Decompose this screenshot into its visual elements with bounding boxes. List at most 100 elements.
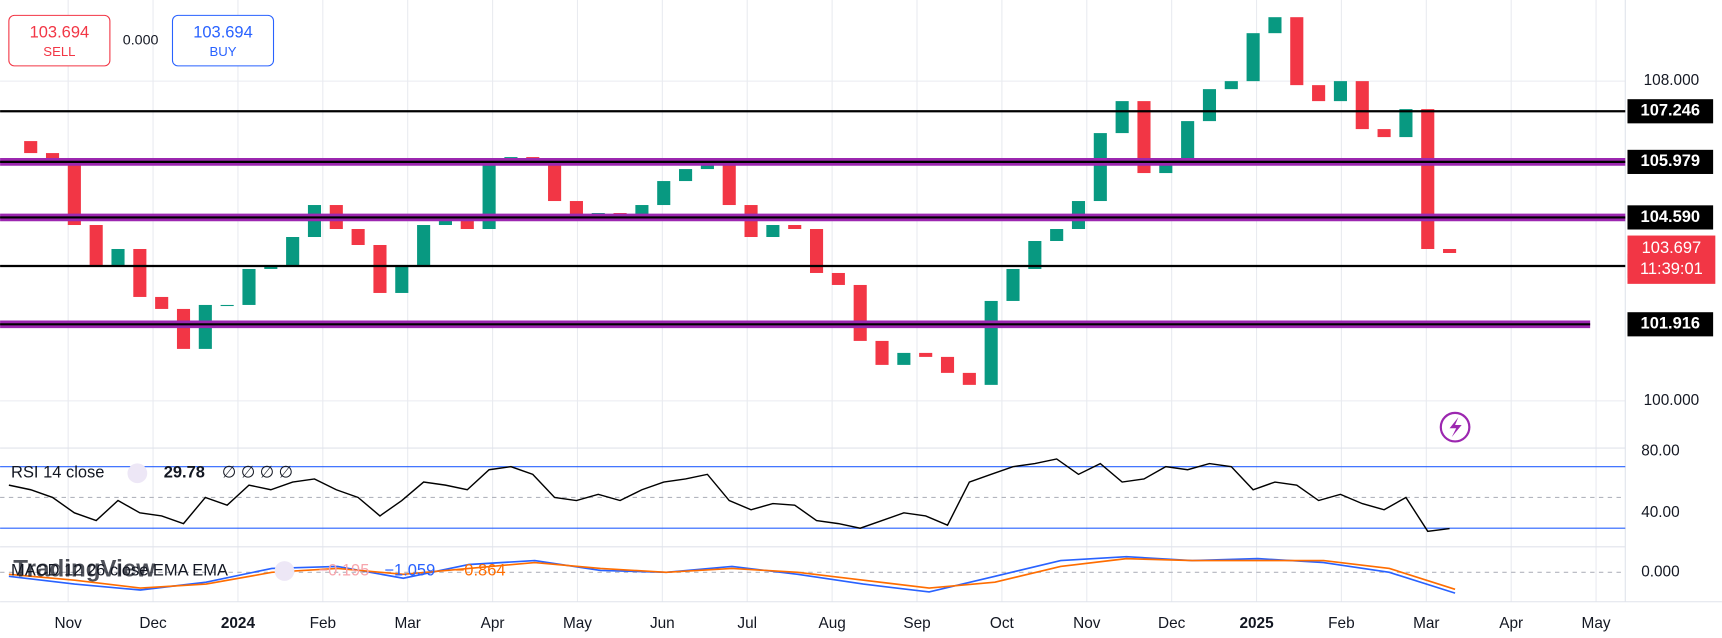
candle bbox=[1028, 240, 1042, 269]
level-label-box bbox=[1627, 99, 1714, 124]
candle bbox=[133, 248, 147, 297]
macd-tick-label: 0.000 bbox=[1641, 563, 1679, 580]
rsi-tick-label: 80.00 bbox=[1641, 442, 1679, 459]
time-label: Nov bbox=[1073, 615, 1101, 632]
candle bbox=[548, 161, 562, 202]
candle bbox=[111, 248, 125, 265]
time-label: Feb bbox=[310, 615, 336, 632]
candle bbox=[1115, 101, 1129, 134]
time-label: Jul bbox=[737, 615, 757, 632]
candle bbox=[417, 225, 431, 265]
buy-button[interactable] bbox=[171, 14, 275, 67]
macd-hist-value: −0.195 bbox=[319, 561, 370, 579]
grid bbox=[0, 0, 1626, 602]
candle bbox=[242, 268, 256, 305]
candle bbox=[1181, 121, 1195, 162]
level-label-box bbox=[1627, 149, 1714, 174]
rsi-settings[interactable] bbox=[127, 463, 148, 484]
buy-label: BUY bbox=[209, 44, 236, 59]
candle bbox=[482, 161, 496, 230]
time-label: Aug bbox=[818, 615, 845, 632]
time-label: May bbox=[1582, 615, 1611, 632]
candle bbox=[853, 284, 867, 341]
candle bbox=[155, 296, 169, 309]
candle bbox=[962, 372, 976, 385]
candle bbox=[1333, 81, 1347, 102]
candle bbox=[809, 229, 824, 273]
macd-signal-value: −0.864 bbox=[455, 561, 506, 579]
candle bbox=[220, 304, 234, 307]
candle bbox=[89, 225, 103, 265]
candle bbox=[831, 272, 845, 285]
time-label: Apr bbox=[481, 615, 505, 632]
candle bbox=[1355, 81, 1369, 130]
candle bbox=[1006, 268, 1020, 301]
candle bbox=[788, 225, 802, 230]
rsi-value: 29.78 bbox=[164, 464, 205, 482]
candle bbox=[722, 165, 736, 206]
candle bbox=[1050, 229, 1064, 241]
level-label: 107.246 bbox=[1641, 102, 1701, 120]
candle bbox=[1399, 109, 1413, 138]
candle bbox=[1202, 89, 1217, 122]
time-label: Feb bbox=[1328, 615, 1354, 632]
rsi-line bbox=[8, 458, 1450, 533]
candle bbox=[460, 221, 474, 230]
candle bbox=[1159, 161, 1173, 174]
candle bbox=[373, 244, 387, 293]
time-label: Dec bbox=[1158, 615, 1186, 632]
price-tick-label: 100.000 bbox=[1644, 392, 1700, 409]
time-label: Dec bbox=[139, 615, 167, 632]
last-price-box bbox=[1627, 235, 1716, 284]
candle bbox=[395, 264, 409, 293]
lightning-icon bbox=[1449, 417, 1462, 438]
candle bbox=[657, 181, 671, 206]
candle bbox=[635, 205, 649, 218]
countdown: 11:39:01 bbox=[1640, 260, 1703, 278]
level-label: 104.590 bbox=[1641, 208, 1701, 226]
time-label: Mar bbox=[1413, 615, 1439, 632]
candle bbox=[1377, 129, 1391, 138]
time-label: 2025 bbox=[1239, 615, 1274, 632]
watermark: TradingView bbox=[13, 555, 155, 582]
candle bbox=[24, 141, 38, 154]
marks: Nov Dec 2024 Feb Mar Apr May Jun Jul Aug Sep Oct Nov… bbox=[0, 17, 1716, 632]
candle bbox=[1268, 17, 1282, 34]
time-label: Oct bbox=[990, 615, 1015, 632]
candle bbox=[351, 229, 365, 245]
candle bbox=[897, 352, 911, 365]
candle bbox=[700, 165, 714, 170]
last-price: 103.697 bbox=[1642, 239, 1702, 257]
candle bbox=[1224, 81, 1238, 90]
macd-settings[interactable] bbox=[274, 561, 295, 581]
candle bbox=[766, 225, 780, 238]
candle bbox=[1246, 33, 1260, 82]
rsi-extra: ∅ ∅ ∅ ∅ bbox=[222, 464, 293, 482]
sell-price: 103.694 bbox=[30, 23, 90, 41]
level-label: 105.979 bbox=[1641, 152, 1701, 170]
time-label: Jun bbox=[650, 615, 675, 632]
level-label-box bbox=[1627, 205, 1714, 230]
time-label: Nov bbox=[55, 615, 83, 632]
level-label-box bbox=[1627, 312, 1714, 337]
candle bbox=[984, 300, 998, 385]
candle bbox=[1093, 133, 1107, 202]
macd-signal-line bbox=[8, 557, 1456, 591]
price-tick-label: 108.000 bbox=[1644, 72, 1700, 89]
sell-button[interactable] bbox=[8, 14, 111, 67]
candle bbox=[176, 308, 191, 349]
candle bbox=[940, 356, 955, 373]
rsi-title: RSI 14 close bbox=[11, 464, 104, 482]
candle bbox=[1312, 85, 1326, 102]
candle bbox=[875, 340, 889, 365]
time-label: 2024 bbox=[221, 615, 256, 632]
time-label: May bbox=[563, 615, 592, 632]
time-label: Mar bbox=[394, 615, 420, 632]
candle bbox=[286, 237, 300, 265]
buy-price: 103.694 bbox=[193, 23, 253, 41]
macd-value: −1.059 bbox=[384, 561, 435, 579]
time-label: Apr bbox=[1499, 615, 1523, 632]
candle bbox=[1421, 109, 1435, 249]
